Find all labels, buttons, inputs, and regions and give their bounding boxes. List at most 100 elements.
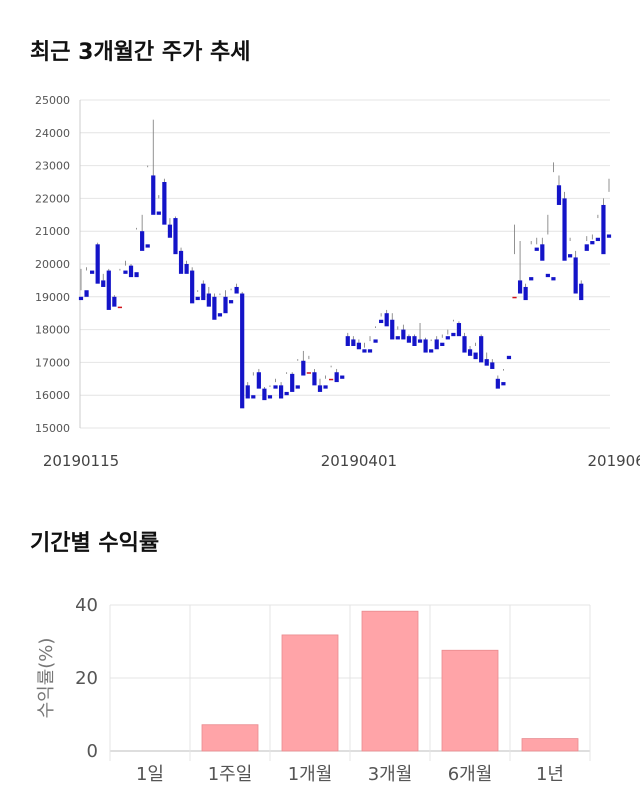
candle-body (195, 296, 200, 301)
candle-body (273, 385, 278, 389)
candle-body (240, 293, 245, 409)
candle-body (223, 296, 228, 314)
return-bar (281, 634, 339, 752)
candle-body (251, 395, 256, 399)
candle-body (290, 373, 295, 392)
candle-body (340, 375, 345, 379)
price-y-tick-label: 24000 (35, 127, 70, 140)
return-bar (521, 738, 579, 752)
return-y-tick-label: 40 (75, 595, 98, 616)
candle-body (217, 313, 223, 317)
candle-body (190, 270, 195, 304)
candle-body (295, 385, 300, 389)
candle-body (401, 329, 406, 340)
candle-body (551, 277, 556, 281)
candle-body (390, 319, 395, 340)
candle-body (567, 254, 573, 258)
price-y-tick-label: 20000 (35, 258, 70, 271)
candle-body (417, 339, 423, 343)
candle-body (184, 264, 189, 274)
candle-body (356, 342, 361, 350)
price-trend-title: 최근 3개월간 주가 추세 (30, 40, 251, 65)
candle-body (84, 290, 89, 297)
candle-body (562, 198, 567, 261)
candle-body (384, 313, 389, 327)
candle-body (590, 241, 595, 245)
return-category-label: 6개월 (448, 764, 493, 785)
candle-body (301, 360, 306, 376)
candle-body (162, 182, 167, 225)
candle-body (445, 336, 450, 340)
candle-body (601, 204, 606, 255)
price-y-tick-label: 18000 (35, 324, 70, 337)
candle-body (523, 286, 528, 301)
candle-body (529, 277, 534, 281)
candle-body (540, 244, 545, 261)
candle-body (517, 280, 523, 294)
candle-body (145, 244, 150, 248)
candle-body (78, 296, 84, 301)
candle-body (473, 352, 478, 360)
candle-body (101, 280, 106, 287)
candle-body (440, 342, 445, 346)
candle-body (606, 234, 612, 238)
return-bar (361, 610, 419, 752)
candle-body (406, 336, 412, 343)
price-x-date-label: 20190613 (587, 452, 640, 470)
candle-body (362, 349, 367, 353)
candle-body (512, 296, 517, 299)
candle-body (306, 372, 311, 374)
return-category-label: 1주일 (208, 764, 253, 785)
period-return-title: 기간별 수익률 (30, 531, 160, 556)
candle-body (367, 349, 373, 353)
candle-body (284, 391, 289, 396)
candle-body (173, 218, 178, 255)
candle-body (267, 395, 273, 399)
candle-body (429, 349, 434, 353)
return-bar (201, 724, 259, 752)
candle-body (579, 283, 584, 301)
candle-body (506, 355, 512, 360)
candle-body (379, 319, 384, 324)
candle-body (595, 237, 600, 242)
candle-body (423, 339, 428, 353)
return-y-tick-label: 0 (87, 741, 98, 762)
price-y-tick-label: 25000 (35, 94, 70, 107)
candle-body (584, 244, 589, 251)
candle-body (573, 257, 578, 294)
candle-body (373, 339, 378, 343)
price-y-tick-label: 23000 (35, 160, 70, 173)
candle-body (467, 349, 473, 356)
candle-body (345, 336, 350, 346)
price-x-date-label: 20190115 (43, 452, 119, 470)
candle-body (556, 185, 562, 205)
price-y-tick-label: 22000 (35, 192, 70, 205)
candle-body (329, 378, 334, 381)
price-y-tick-label: 16000 (35, 389, 70, 402)
candle-body (534, 247, 539, 251)
candle-body (167, 224, 173, 238)
return-category-label: 1일 (136, 764, 164, 785)
candle-body (334, 372, 339, 383)
candle-body (351, 339, 356, 346)
candle-body (317, 385, 323, 392)
candle-body (278, 385, 284, 399)
candle-body (545, 273, 550, 278)
candle-body (212, 296, 217, 320)
candle-body (140, 231, 145, 251)
candle-body (234, 286, 239, 294)
candle-body (228, 300, 234, 304)
candle-body (178, 250, 184, 274)
candle-body (462, 336, 467, 353)
candlestick-chart: 15000 16000 17000 18000 19000 20000 21000 22000… (35, 94, 640, 470)
return-category-label: 3개월 (368, 764, 413, 785)
candle-body (495, 378, 500, 389)
return-category-label: 1개월 (288, 764, 333, 785)
candle-body (156, 211, 161, 215)
candle-body (117, 306, 123, 309)
candle-body (134, 272, 139, 278)
candle-body (201, 283, 206, 301)
candle-body (123, 270, 128, 274)
candle-body (151, 175, 156, 215)
